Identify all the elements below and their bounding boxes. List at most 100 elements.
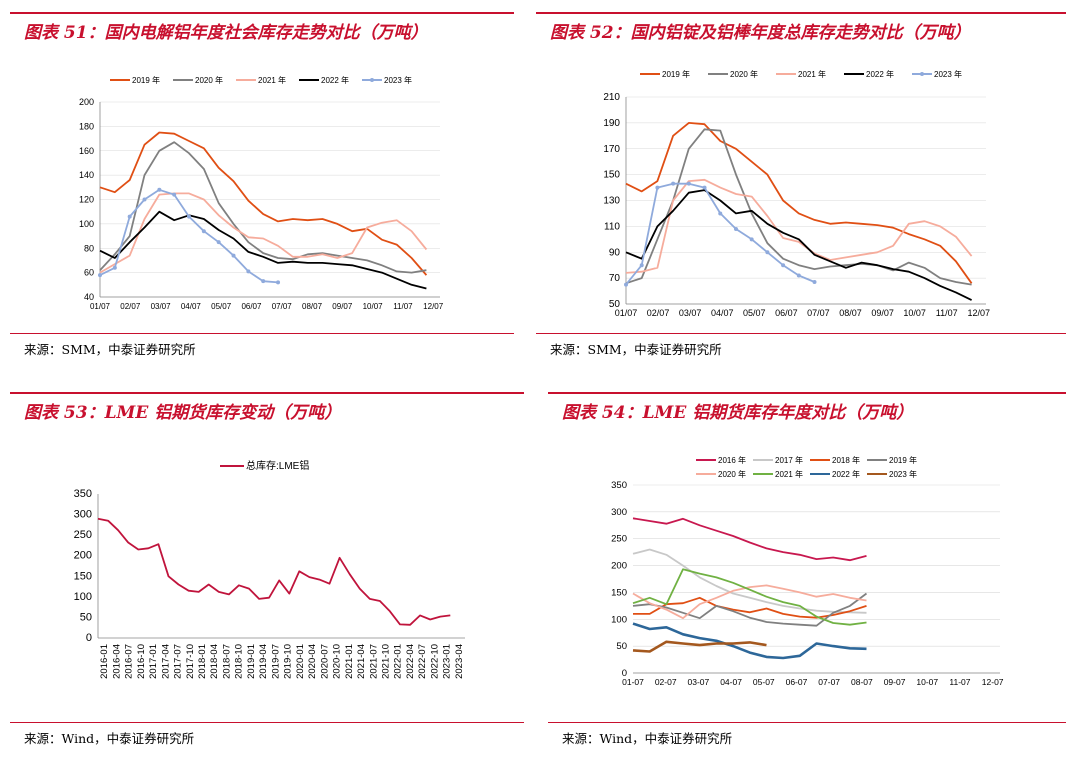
y-tick-label: 140 (79, 170, 94, 180)
series-line (632, 584, 867, 620)
chart-52: 50 70 90 110 130 150 170 190 210 01/07 02/07 03/07 0… (603, 69, 990, 318)
x-tick-label: 2018-10 (234, 644, 245, 679)
x-tick-label: 11-07 (949, 677, 970, 687)
legend-label: 2021 年 (258, 75, 286, 85)
x-tick-label: 04/07 (711, 308, 734, 318)
x-tick-label: 2022-01 (393, 644, 404, 679)
x-tick-label: 02-07 (655, 677, 677, 687)
y-tick-label: 160 (79, 146, 94, 156)
source-rule (10, 333, 514, 334)
x-tick-label: 11/07 (393, 302, 413, 311)
source-note: 来源：Wind，中泰证券研究所 (562, 731, 733, 746)
data-point (749, 237, 754, 242)
x-tick-label: 02/07 (120, 302, 141, 311)
x-tick-label: 12-07 (982, 677, 1004, 687)
series-line (97, 517, 451, 626)
series-line (625, 178, 973, 274)
legend-label: 2019 年 (132, 75, 160, 85)
y-tick-label: 130 (603, 196, 620, 207)
x-tick-label: 2016-04 (111, 644, 122, 679)
y-tick-label: 170 (603, 144, 620, 155)
x-tick-label: 05/07 (743, 308, 766, 318)
x-tick-label: 2019-10 (283, 644, 294, 679)
source-note: 来源：SMM，中泰证券研究所 (24, 342, 196, 357)
x-tick-label: 10/07 (903, 308, 926, 318)
data-point (671, 181, 676, 186)
y-tick-label: 210 (603, 92, 620, 103)
y-tick-label: 50 (609, 299, 621, 310)
legend-label: 2023 年 (934, 69, 962, 79)
data-point (655, 185, 660, 190)
y-tick-label: 0 (86, 632, 92, 644)
data-point (733, 226, 738, 231)
x-tick-label: 2020-04 (307, 644, 318, 679)
title-rule (10, 392, 524, 394)
data-point (261, 279, 266, 284)
chart-54: 0 50 100 150 200 250 300 350 01-07 02-07 03-07 04-0… (611, 455, 1004, 687)
x-tick-label: 09-07 (884, 677, 906, 687)
data-point (702, 185, 707, 190)
title-rule (548, 392, 1066, 394)
legend-label: 2020 年 (718, 469, 746, 479)
y-tick-label: 250 (611, 534, 627, 545)
y-tick-label: 70 (609, 273, 621, 284)
series-line (632, 640, 767, 653)
y-tick-label: 100 (611, 614, 627, 625)
y-tick-label: 350 (74, 488, 92, 500)
x-tick-label: 2017-07 (173, 644, 184, 679)
panel-title: 图表 51：国内电解铝年度社会库存走势对比（万吨） (24, 23, 428, 43)
x-tick-label: 04/07 (181, 302, 202, 311)
x-tick-label: 01/07 (615, 308, 638, 318)
series-line (632, 592, 868, 627)
source-rule (10, 722, 524, 723)
x-tick-label: 2023-04 (454, 644, 465, 679)
data-point (112, 265, 117, 270)
panel-52: 图表 52：国内铝锭及铝棒年度总库存走势对比（万吨） 50 70 90 110 130 1… (536, 12, 1066, 358)
y-tick-label: 300 (74, 509, 92, 521)
legend-label: 2022 年 (866, 69, 894, 79)
y-tick-label: 150 (603, 170, 620, 181)
data-point (216, 240, 221, 245)
x-tick-label: 2022-07 (417, 644, 428, 679)
panel-title: 图表 52：国内铝锭及铝棒年度总库存走势对比（万吨） (550, 23, 971, 43)
y-tick-label: 110 (604, 221, 620, 232)
data-point (187, 214, 192, 219)
x-tick-label: 2018-01 (197, 644, 208, 679)
x-tick-label: 04-07 (720, 677, 742, 687)
x-tick-label: 2019-04 (258, 644, 269, 679)
series-line (99, 131, 428, 276)
y-tick-label: 40 (84, 292, 94, 302)
data-point (172, 192, 177, 197)
x-tick-label: 12/07 (423, 302, 444, 311)
x-tick-label: 09/07 (332, 302, 353, 311)
x-tick-label: 2019-07 (270, 644, 281, 679)
x-tick-label: 2018-04 (209, 644, 220, 679)
legend-label: 2016 年 (718, 455, 746, 465)
legend-label: 总库存:LME铝 (246, 459, 309, 472)
data-point (142, 197, 147, 202)
series-line (632, 517, 867, 562)
series-line (99, 210, 427, 290)
y-tick-label: 180 (79, 121, 94, 131)
legend-label: 2022 年 (832, 469, 860, 479)
x-tick-label: 2021-07 (368, 644, 379, 679)
y-tick-label: 250 (74, 529, 92, 541)
y-tick-label: 120 (79, 195, 94, 205)
data-point (246, 269, 251, 274)
x-tick-label: 2022-04 (405, 644, 416, 679)
data-point (796, 273, 801, 278)
data-point (276, 280, 281, 285)
data-point (781, 263, 786, 268)
x-tick-label: 2023-01 (442, 644, 453, 679)
x-tick-label: 05/07 (211, 302, 232, 311)
data-point (765, 250, 770, 255)
x-tick-label: 2021-04 (356, 644, 367, 679)
y-tick-label: 100 (79, 219, 94, 229)
data-point (231, 253, 236, 258)
x-tick-label: 2020-07 (319, 644, 330, 679)
legend-label: 2020 年 (730, 69, 758, 79)
legend-marker (370, 78, 374, 82)
series-line (625, 122, 973, 284)
x-tick-label: 02/07 (647, 308, 670, 318)
y-tick-label: 50 (80, 611, 92, 623)
